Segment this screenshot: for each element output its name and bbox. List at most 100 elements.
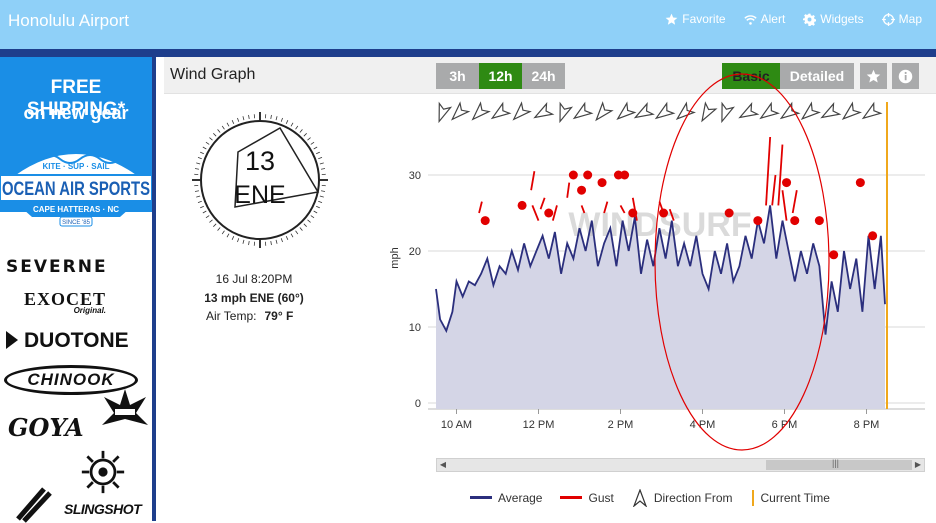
- crest-logo[interactable]: [100, 387, 150, 437]
- compass-tick: [307, 220, 310, 223]
- chart-scrollbar[interactable]: ◀ ||| ▶: [436, 458, 925, 472]
- compass-tick: [195, 191, 199, 192]
- basic-view-button[interactable]: Basic: [722, 63, 780, 89]
- compass-tick: [195, 169, 199, 170]
- compass-tick: [281, 118, 282, 122]
- compass-tick: [314, 147, 317, 149]
- detailed-view-button[interactable]: Detailed: [780, 63, 854, 89]
- range-24h-button[interactable]: 24h: [522, 63, 565, 89]
- range-3h-button[interactable]: 3h: [436, 63, 479, 89]
- compass-tick: [276, 240, 277, 244]
- favorite-button[interactable]: Favorite: [665, 12, 725, 26]
- compass-tick: [321, 191, 325, 192]
- location-title: Honolulu Airport: [8, 11, 129, 31]
- compass-tick: [316, 206, 320, 208]
- slingshot-name: SLINGSHOT: [64, 501, 141, 517]
- alert-button[interactable]: Alert: [744, 12, 786, 26]
- top-nav: Favorite Alert Widgets Map: [665, 12, 922, 26]
- legend-direction-label: Direction From: [654, 491, 733, 505]
- panel-header: Wind Graph 3h 12h 24h Basic Detailed: [164, 57, 936, 94]
- duotone-name: DUOTONE: [24, 329, 129, 352]
- severne-logo[interactable]: SEVERNE: [6, 257, 108, 277]
- range-12h-button[interactable]: 12h: [479, 63, 522, 89]
- compass-tick: [304, 133, 307, 136]
- compass-tick: [286, 236, 288, 240]
- compass-tick: [316, 152, 320, 154]
- favorite-graph-button[interactable]: [860, 63, 887, 89]
- legend-direction: Direction From: [632, 489, 733, 507]
- wind-summary: 13 mph ENE (60°): [184, 291, 324, 305]
- header-divider: [0, 49, 936, 57]
- scroll-thumb[interactable]: |||: [766, 460, 912, 470]
- legend-gust: Gust: [560, 489, 613, 507]
- star-icon: [665, 13, 678, 26]
- compass-tick: [286, 120, 288, 124]
- info-button[interactable]: [892, 63, 919, 89]
- exocet-logo[interactable]: EXOCET Original.: [24, 289, 106, 315]
- compass-tick: [232, 236, 234, 240]
- compass-tick: [318, 201, 322, 202]
- compass-tick: [296, 231, 298, 234]
- map-label: Map: [899, 12, 922, 26]
- legend-gust-label: Gust: [588, 491, 613, 505]
- star-icon: [866, 69, 881, 84]
- shop-since: SINCE '85: [62, 220, 90, 226]
- view-selector: Basic Detailed: [722, 63, 854, 89]
- compass-tick: [209, 138, 212, 141]
- compass-tick: [311, 216, 314, 218]
- duotone-logo[interactable]: DUOTONE: [6, 329, 129, 353]
- compass-tick: [321, 169, 325, 170]
- compass-tick: [196, 196, 200, 197]
- compass-tick: [203, 147, 206, 149]
- slingshot-mark-icon: [14, 483, 54, 523]
- info-icon: [898, 69, 913, 84]
- average-swatch-icon: [470, 495, 492, 501]
- compass-tick: [249, 241, 250, 245]
- wind-graph-panel: Wind Graph 3h 12h 24h Basic Detailed 13 …: [164, 57, 936, 521]
- current-time-swatch-icon: [751, 490, 755, 506]
- compass-tick: [206, 216, 209, 218]
- compass-tick: [222, 126, 224, 129]
- scroll-right-button[interactable]: ▶: [912, 459, 924, 471]
- compass-tick: [271, 241, 272, 245]
- compass-tick: [203, 211, 206, 213]
- compass-tick: [249, 115, 250, 119]
- grip-icon: |||: [832, 458, 839, 468]
- legend-current-time: Current Time: [751, 489, 830, 507]
- compass-tick: [218, 227, 221, 230]
- compass-tick: [196, 163, 200, 164]
- compass-tick: [291, 234, 293, 237]
- sunburst-logo[interactable]: [80, 449, 126, 495]
- compass-tick: [320, 163, 324, 164]
- favorite-label: Favorite: [682, 12, 725, 26]
- compass-tick: [304, 224, 307, 227]
- ocean-air-sports-logo[interactable]: KITE · SUP · SAIL OCEAN AIR SPORTS CAPE …: [0, 137, 152, 232]
- gear-icon: [803, 13, 816, 26]
- sidebar-ad[interactable]: FREE SHIPPING* on new gear KITE · SUP · …: [0, 57, 156, 521]
- legend-current-time-label: Current Time: [761, 491, 830, 505]
- compass-tick: [307, 138, 310, 141]
- scroll-left-button[interactable]: ◀: [437, 459, 449, 471]
- crosshair-icon: [882, 13, 895, 26]
- compass-tick: [206, 142, 209, 144]
- compass-tick: [291, 123, 293, 126]
- widgets-button[interactable]: Widgets: [803, 12, 863, 26]
- wifi-icon: [744, 13, 757, 26]
- goya-logo[interactable]: GOYA: [8, 413, 84, 442]
- compass-tick: [243, 240, 244, 244]
- compass-tick: [222, 231, 224, 234]
- shop-location: CAPE HATTERAS · NC: [33, 205, 119, 214]
- wind-speed-value: 13: [245, 146, 275, 176]
- widgets-label: Widgets: [820, 12, 863, 26]
- compass-tick: [218, 129, 221, 132]
- compass-tick: [281, 238, 282, 242]
- compass-tick: [209, 220, 212, 223]
- shop-name: OCEAN AIR SPORTS: [2, 179, 150, 200]
- compass-tick: [213, 133, 216, 136]
- top-bar: Honolulu Airport Favorite Alert Widgets …: [0, 0, 936, 49]
- compass-tick: [271, 115, 272, 119]
- goya-name: GOYA: [8, 413, 84, 442]
- promo-subline: on new gear: [0, 103, 152, 124]
- map-button[interactable]: Map: [882, 12, 922, 26]
- slingshot-logo[interactable]: SLINGSHOT: [64, 501, 141, 517]
